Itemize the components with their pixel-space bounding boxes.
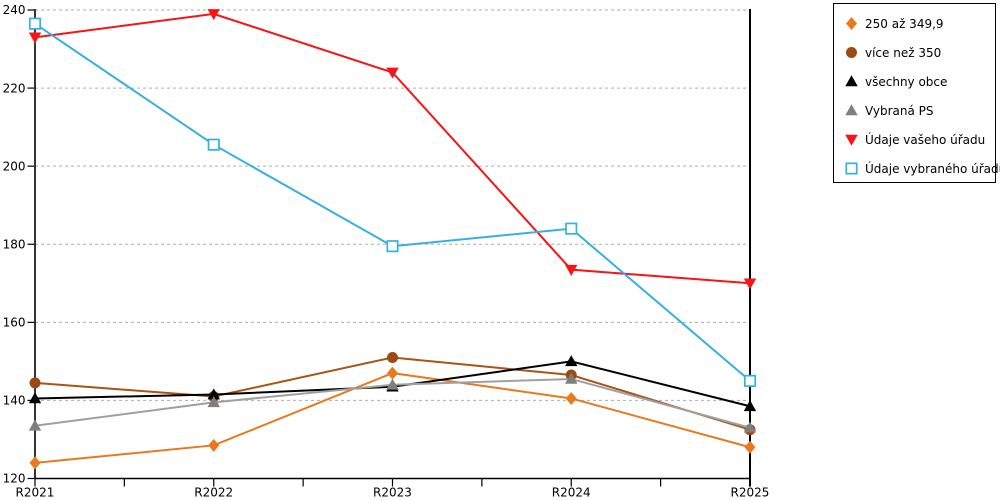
y-axis-label: 140 xyxy=(3,394,26,408)
y-axis-label: 220 xyxy=(3,81,26,95)
triangle-down-marker xyxy=(28,32,42,44)
legend-item-label: Vybraná PS xyxy=(865,103,934,118)
series-1 xyxy=(29,351,756,436)
square-open-marker xyxy=(743,374,757,387)
x-axis-label: R2022 xyxy=(194,486,233,500)
series-4 xyxy=(28,9,757,290)
legend-item-label: všechny obce xyxy=(865,74,948,89)
y-axis-label: 200 xyxy=(3,159,26,173)
triangle-up-marker xyxy=(743,400,757,412)
triangle-down-icon xyxy=(845,134,858,146)
triangle-up-marker xyxy=(565,355,578,367)
square-open-icon xyxy=(845,162,858,175)
circle-marker xyxy=(387,351,398,363)
circle-marker xyxy=(846,47,857,58)
diamond-marker xyxy=(29,456,41,470)
legend-item: všechny obce xyxy=(834,67,995,96)
legend-item: více než 350 xyxy=(834,38,995,67)
diamond-marker xyxy=(208,438,220,452)
legend-item-label: Údaje vašeho úřadu xyxy=(865,132,986,147)
legend: 250 až 349,9 více než 350 všechny obce Vybr… xyxy=(833,3,1000,183)
y-axis-label: 160 xyxy=(3,316,26,330)
y-axis-label: 240 xyxy=(3,3,26,17)
diamond-icon xyxy=(846,17,857,30)
square-open-marker xyxy=(386,240,399,253)
x-axis-label: R2023 xyxy=(373,486,412,500)
triangle-up-icon xyxy=(845,104,858,116)
square-open-marker xyxy=(845,162,858,175)
triangle-down-marker xyxy=(565,264,578,276)
triangle-up-marker xyxy=(845,104,858,116)
gridlines xyxy=(35,9,750,401)
triangle-up-marker xyxy=(743,421,757,433)
legend-item-label: 250 až 349,9 xyxy=(865,16,944,31)
diamond-marker xyxy=(744,440,756,454)
axes: 120 140 160 180 200 220 240 R2021 R2022 R2023 R202… xyxy=(3,3,770,499)
square-open-marker xyxy=(207,138,220,151)
series-3 xyxy=(28,372,757,433)
legend-item: 250 až 349,9 xyxy=(834,9,995,38)
legend-item: Vybraná PS xyxy=(834,96,995,125)
diamond-marker xyxy=(846,17,857,30)
square-open-marker xyxy=(28,17,42,30)
triangle-up-marker xyxy=(386,378,399,390)
x-axis-label: R2021 xyxy=(16,486,55,500)
diamond-marker xyxy=(565,391,577,405)
legend-item-label: více než 350 xyxy=(865,45,942,60)
y-axis-label: 180 xyxy=(3,237,26,251)
triangle-down-marker xyxy=(207,9,220,21)
legend-item-label: Údaje vybraného úřadu xyxy=(865,161,1000,176)
triangle-down-marker xyxy=(743,278,757,290)
circle-icon xyxy=(846,47,857,58)
triangle-down-marker xyxy=(386,67,399,79)
x-axis-label: R2024 xyxy=(552,486,591,500)
series-5 xyxy=(28,17,757,387)
legend-item: Údaje vybraného úřadu xyxy=(834,154,1000,183)
triangle-up-marker xyxy=(845,75,858,87)
triangle-up-marker xyxy=(28,392,42,404)
triangle-up-marker xyxy=(207,396,220,408)
diamond-marker xyxy=(387,366,398,380)
legend-item: Údaje vašeho úřadu xyxy=(834,125,995,154)
triangle-up-marker xyxy=(565,372,578,384)
triangle-up-icon xyxy=(845,75,858,87)
triangle-down-marker xyxy=(845,134,858,146)
square-open-marker xyxy=(565,222,578,235)
circle-marker xyxy=(29,377,41,389)
y-axis-label: 120 xyxy=(3,472,26,486)
x-axis-label: R2025 xyxy=(731,486,770,500)
triangle-up-marker xyxy=(28,419,42,431)
series-0 xyxy=(29,366,756,470)
triangle-up-marker xyxy=(207,388,220,400)
